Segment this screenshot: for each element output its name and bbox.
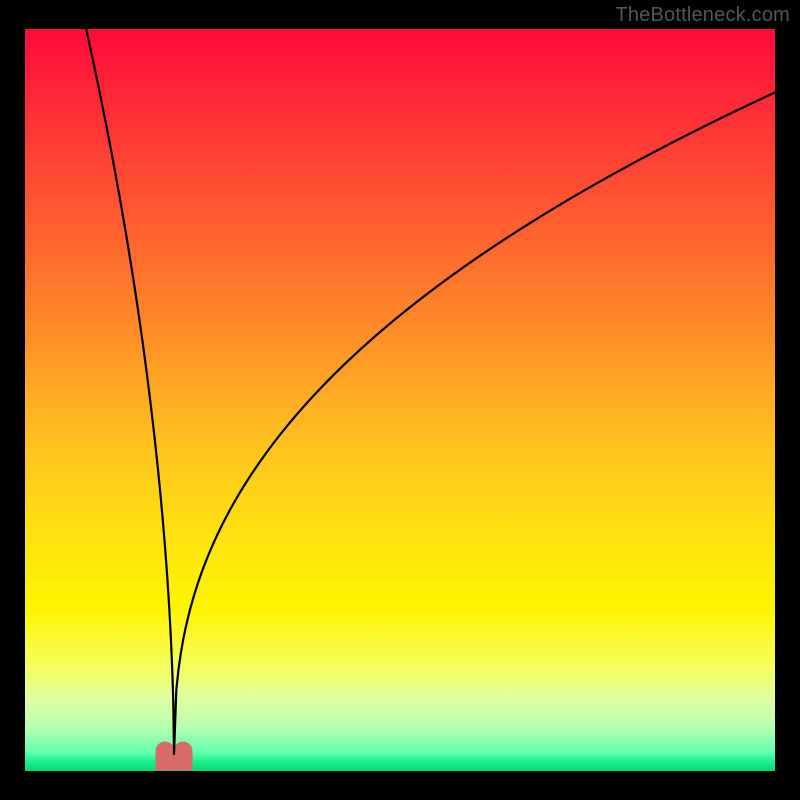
chart-svg xyxy=(0,0,800,800)
watermark-text: TheBottleneck.com xyxy=(615,4,790,27)
chart-container: TheBottleneck.com xyxy=(0,0,800,800)
